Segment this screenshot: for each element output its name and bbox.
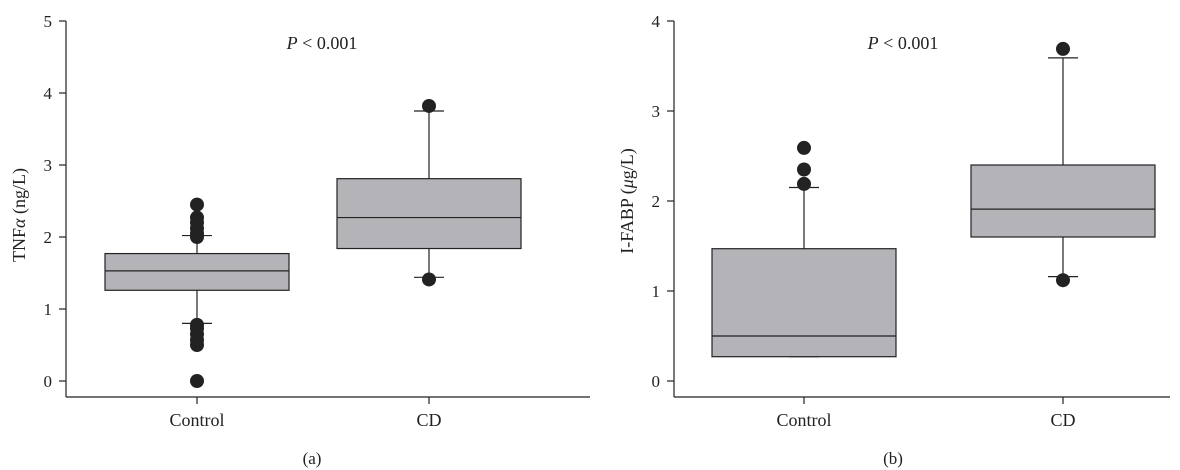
outlier-point — [190, 374, 204, 388]
y-axis-title-b: I-FABP (μg/L) — [617, 148, 638, 254]
y-tick-label-b: 1 — [652, 282, 661, 301]
y-tick-label-a: 2 — [44, 228, 53, 247]
p-value-annotation-b: P < 0.001 — [867, 33, 939, 53]
y-tick-label-b: 2 — [652, 192, 661, 211]
outlier-point — [190, 210, 204, 225]
y-tick-label-a: 4 — [44, 84, 53, 103]
panel-label-b: (b) — [883, 449, 903, 468]
box-control — [104, 252, 290, 291]
box-cd — [336, 178, 522, 250]
panel-label-a: (a) — [303, 449, 322, 468]
outlier-point — [1056, 41, 1070, 56]
p-value-annotation-a: P < 0.001 — [286, 33, 358, 53]
box-cd — [970, 164, 1156, 238]
outlier-point — [422, 272, 436, 287]
outlier-point — [797, 162, 811, 177]
y-tick-label-a: 3 — [44, 156, 53, 175]
outlier-point — [1056, 273, 1070, 288]
x-category-label-a: CD — [416, 410, 441, 430]
x-category-label-b: Control — [776, 410, 831, 430]
outlier-point — [797, 176, 811, 191]
panel-b: I-FABP (μg/L) P < 0.001 (b) 0 1 2 3 4 Control… — [617, 12, 1170, 468]
y-tick-label-a: 5 — [44, 12, 53, 31]
panel-a: TNFα (ng/L) P < 0.001 (a) 0 1 2 3 4 5 Control C… — [9, 12, 590, 468]
y-tick-label-b: 3 — [652, 102, 661, 121]
outlier-point — [797, 140, 811, 155]
box-control — [711, 248, 897, 358]
y-tick-label-a: 0 — [44, 372, 53, 391]
y-tick-label-b: 0 — [652, 372, 661, 391]
x-category-label-a: Control — [169, 410, 224, 430]
outlier-point — [422, 98, 436, 113]
x-category-label-b: CD — [1050, 410, 1075, 430]
y-tick-label-a: 1 — [44, 300, 53, 319]
outlier-point — [190, 197, 204, 212]
y-tick-label-b: 4 — [652, 12, 661, 31]
y-axis-title-a: TNFα (ng/L) — [9, 168, 30, 262]
outlier-point — [190, 317, 204, 332]
